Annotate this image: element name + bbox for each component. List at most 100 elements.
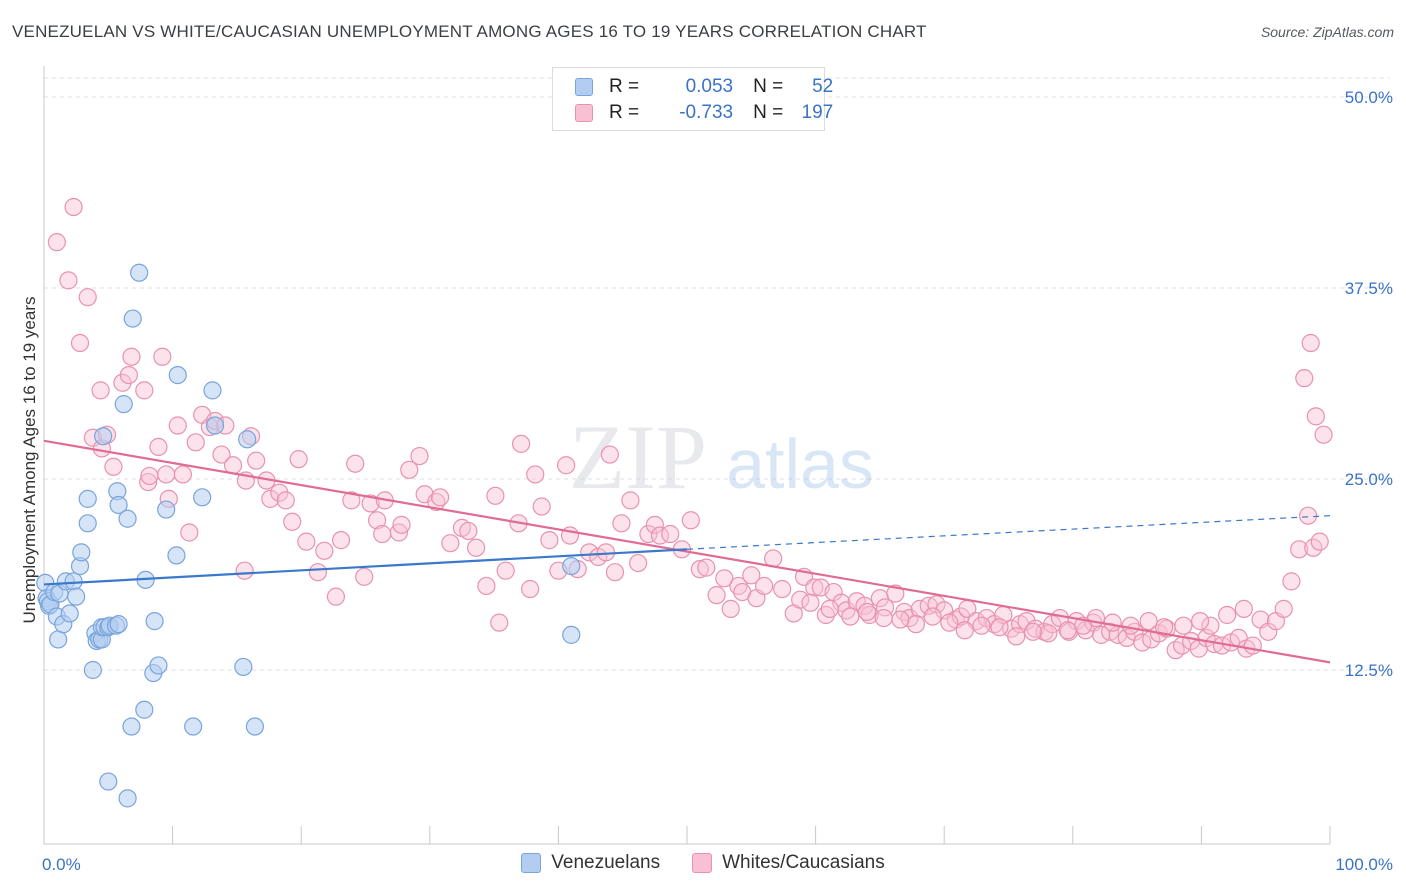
white-point[interactable] <box>283 512 302 531</box>
white-point[interactable] <box>557 456 576 475</box>
white-point[interactable] <box>639 524 658 544</box>
white-point[interactable] <box>1191 612 1210 631</box>
white-point[interactable] <box>466 538 486 557</box>
legend-item-whites[interactable]: Whites/Caucasians <box>692 852 885 874</box>
venezuelan-point[interactable] <box>203 381 222 400</box>
white-point[interactable] <box>1301 333 1320 353</box>
venezuelan-point[interactable] <box>145 612 164 631</box>
venezuelan-point[interactable] <box>238 430 257 449</box>
white-point[interactable] <box>64 197 83 217</box>
white-point[interactable] <box>441 534 460 553</box>
white-point[interactable] <box>697 558 716 577</box>
white-point[interactable] <box>857 602 877 622</box>
white-point[interactable] <box>261 489 280 508</box>
white-point[interactable] <box>841 607 860 626</box>
white-point[interactable] <box>512 434 531 453</box>
white-point[interactable] <box>490 613 509 632</box>
venezuelan-point[interactable] <box>49 630 68 649</box>
white-point[interactable] <box>247 451 266 470</box>
white-point[interactable] <box>742 566 761 585</box>
venezuelan-point[interactable] <box>562 556 581 576</box>
white-point[interactable] <box>223 456 243 475</box>
white-point[interactable] <box>373 524 392 544</box>
venezuelan-point[interactable] <box>114 395 133 414</box>
white-point[interactable] <box>410 446 429 466</box>
white-point[interactable] <box>990 618 1009 637</box>
white-point[interactable] <box>119 365 138 385</box>
white-point[interactable] <box>270 483 289 502</box>
white-point[interactable] <box>707 586 726 605</box>
venezuelan-point[interactable] <box>94 427 113 446</box>
venezuelan-point[interactable] <box>234 657 253 677</box>
white-point[interactable] <box>1234 599 1253 618</box>
white-point[interactable] <box>392 515 411 534</box>
white-point[interactable] <box>355 567 374 586</box>
venezuelan-point[interactable] <box>72 543 91 562</box>
white-point[interactable] <box>972 616 991 635</box>
white-point[interactable] <box>1314 425 1333 444</box>
white-point[interactable] <box>70 333 90 353</box>
venezuelan-point[interactable] <box>193 488 212 507</box>
venezuelan-point[interactable] <box>83 660 102 680</box>
venezuelan-point[interactable] <box>109 495 128 515</box>
venezuelan-point[interactable] <box>168 365 187 385</box>
white-point[interactable] <box>886 584 905 603</box>
white-point[interactable] <box>496 561 515 580</box>
white-point[interactable] <box>1103 613 1122 632</box>
white-point[interactable] <box>400 460 419 479</box>
white-point[interactable] <box>186 433 205 452</box>
white-point[interactable] <box>661 524 680 544</box>
venezuelan-point[interactable] <box>130 263 149 282</box>
white-point[interactable] <box>1310 532 1329 551</box>
white-point[interactable] <box>477 576 496 596</box>
white-point[interactable] <box>157 465 176 484</box>
white-point[interactable] <box>755 576 774 596</box>
white-point[interactable] <box>113 373 132 392</box>
white-point[interactable] <box>681 511 700 530</box>
white-point[interactable] <box>168 416 187 435</box>
venezuelan-point[interactable] <box>78 489 97 508</box>
white-point[interactable] <box>361 494 380 513</box>
white-point[interactable] <box>173 465 192 484</box>
white-point[interactable] <box>1282 572 1301 591</box>
white-point[interactable] <box>140 466 159 486</box>
white-point[interactable] <box>791 590 810 609</box>
white-point[interactable] <box>860 605 879 625</box>
venezuelan-point[interactable] <box>67 587 86 606</box>
venezuelan-point[interactable] <box>118 509 137 528</box>
white-point[interactable] <box>600 445 619 464</box>
white-point[interactable] <box>326 587 346 606</box>
white-point[interactable] <box>1201 616 1220 635</box>
venezuelan-point[interactable] <box>205 416 225 435</box>
white-point[interactable] <box>346 454 365 473</box>
venezuelan-point[interactable] <box>99 772 118 791</box>
white-point[interactable] <box>605 563 625 582</box>
white-point[interactable] <box>149 437 168 457</box>
white-point[interactable] <box>1306 407 1325 426</box>
white-point[interactable] <box>122 347 141 366</box>
white-point[interactable] <box>486 486 505 505</box>
venezuelan-point[interactable] <box>118 789 137 808</box>
white-point[interactable] <box>521 579 540 599</box>
venezuelan-point[interactable] <box>60 604 79 623</box>
white-point[interactable] <box>891 610 910 629</box>
white-point[interactable] <box>629 553 648 573</box>
white-point[interactable] <box>715 569 734 588</box>
venezuelan-point[interactable] <box>135 700 154 719</box>
white-point[interactable] <box>721 599 740 618</box>
white-point[interactable] <box>820 599 839 618</box>
white-point[interactable] <box>331 531 351 550</box>
white-point[interactable] <box>1139 612 1158 631</box>
white-point[interactable] <box>59 271 78 290</box>
white-point[interactable] <box>78 288 97 307</box>
white-point[interactable] <box>1007 627 1026 646</box>
white-point[interactable] <box>91 381 110 400</box>
venezuelan-point[interactable] <box>562 625 581 644</box>
white-point[interactable] <box>874 608 893 628</box>
white-point[interactable] <box>773 579 792 599</box>
white-point[interactable] <box>315 541 334 560</box>
white-point[interactable] <box>805 578 824 597</box>
white-point[interactable] <box>645 515 664 534</box>
white-point[interactable] <box>906 615 926 634</box>
white-point[interactable] <box>1290 540 1309 559</box>
